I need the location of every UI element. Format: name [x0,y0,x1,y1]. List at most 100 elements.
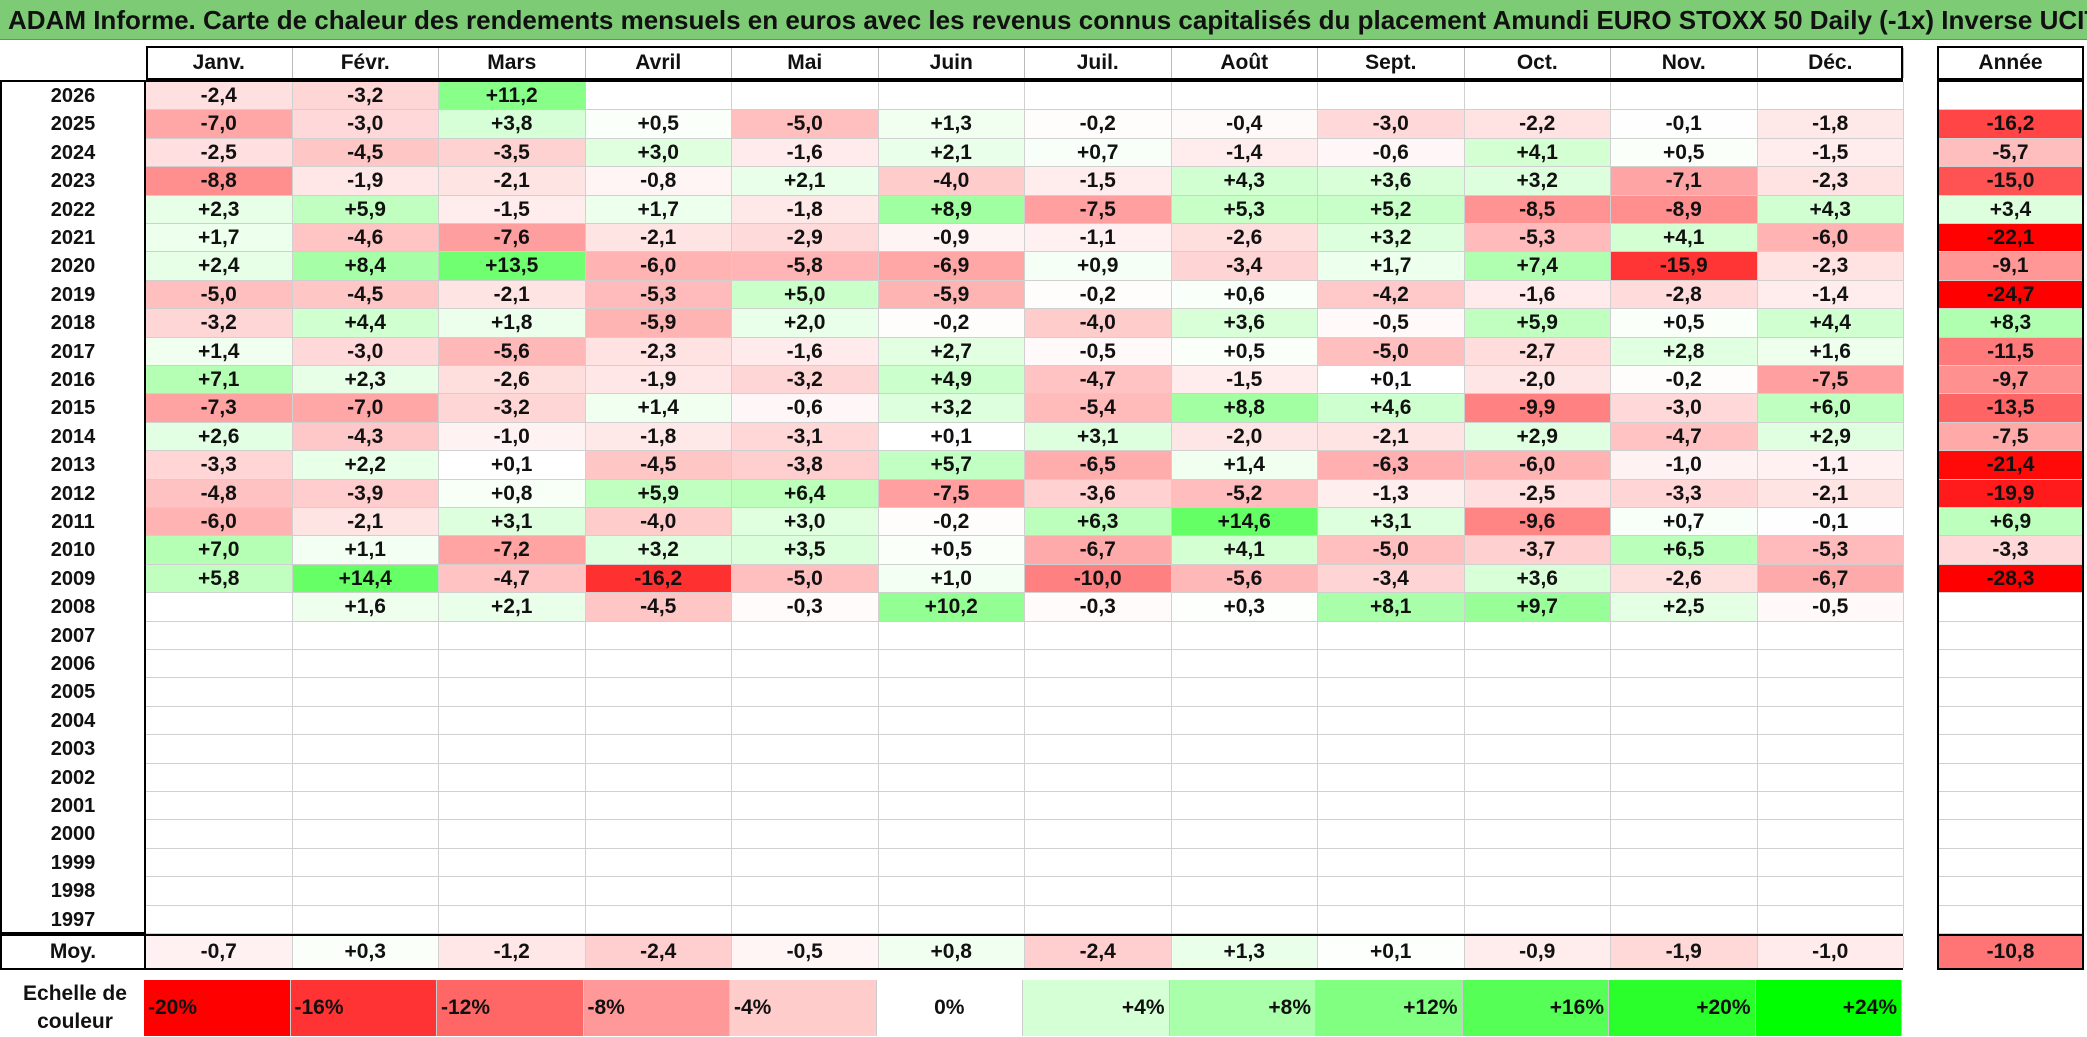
heatmap-cell: +0,1 [1318,366,1465,395]
heatmap-cell [1318,82,1465,111]
year-label: 2009 [50,567,96,590]
heatmap-cell: +7,1 [146,366,293,395]
heatmap-cell [732,877,879,906]
heatmap-cell: -5,2 [1171,479,1318,508]
heatmap-cell: -9,9 [1464,394,1611,423]
heatmap-cell [1318,621,1465,650]
color-scale-swatch: +12% [1316,980,1463,1036]
annual-cell: -16,2 [1939,110,2082,139]
heatmap-cell: +5,0 [732,280,879,310]
heatmap-cell [292,706,439,736]
year-label: 1999 [50,851,96,874]
heatmap-cell: -2,4 [146,82,293,111]
heatmap-cell: -1,5 [1171,366,1318,395]
heatmap-cell: +1,0 [878,564,1025,594]
average-cell: +0,8 [878,936,1025,968]
heatmap-cell: +3,2 [1318,224,1465,253]
heatmap-cell: -2,6 [439,366,586,395]
heatmap-cell: +2,7 [878,337,1025,366]
heatmap-cell: -2,0 [1171,422,1318,452]
heatmap-cell: -1,0 [439,422,586,452]
heatmap-cell [1757,820,1904,849]
heatmap-cell [146,593,293,622]
heatmap-cell [1171,792,1318,821]
heatmap-cell: +0,7 [1025,138,1172,168]
heatmap-cell [1025,678,1172,707]
heatmap-cell: -5,3 [1757,536,1904,565]
heatmap-cell: -1,3 [1318,479,1465,508]
heatmap-cell [146,820,293,849]
annual-cell: -24,7 [1939,280,2082,310]
heatmap-cell: -3,1 [732,422,879,452]
heatmap-cell: -4,5 [585,593,732,622]
heatmap-cell: +3,2 [878,394,1025,423]
heatmap-cell: -6,0 [585,252,732,281]
year-label: 2015 [50,397,96,420]
annual-cell: -13,5 [1939,394,2082,423]
heatmap-cell [1318,763,1465,792]
annual-cell: -28,3 [1939,564,2082,594]
heatmap-cell: +7,4 [1464,252,1611,281]
heatmap-cell [1025,820,1172,849]
heatmap-cell: +2,6 [146,422,293,452]
heatmap-cell [1757,735,1904,764]
heatmap-cell: -0,2 [1025,110,1172,139]
heatmap-cell [1464,763,1611,792]
year-label: 2008 [50,596,96,619]
heatmap-cell: +4,1 [1171,536,1318,565]
heatmap-cell: -2,7 [1464,337,1611,366]
color-scale-swatch: -16% [290,980,437,1036]
heatmap-cell [1171,678,1318,707]
heatmap-cell [1611,763,1758,792]
heatmap-cell [1757,82,1904,111]
heatmap-cell: +1,8 [439,309,586,338]
heatmap-cell: +8,8 [1171,394,1318,423]
year-label: 2006 [50,653,96,675]
heatmap-cell [1611,735,1758,764]
heatmap-cell [146,763,293,792]
heatmap-cell: +4,3 [1171,167,1318,196]
heatmap-grid: 2026 -2,4 -3,2 +11,2 2025 -7,0 -3,0 +3,8 +0,5 -5,… [0,80,1904,934]
heatmap-cell: -5,0 [146,280,293,310]
annual-cell [1939,792,2082,821]
heatmap-cell: +0,5 [585,110,732,139]
heatmap-cell [732,621,879,650]
heatmap-cell: +10,2 [878,593,1025,622]
heatmap-cell: -5,3 [585,280,732,310]
annual-cell [1939,877,2082,906]
heatmap-cell: +0,5 [878,536,1025,565]
heatmap-cell: -3,3 [1611,479,1758,508]
heatmap-cell: -3,0 [1318,110,1465,139]
heatmap-cell [1464,82,1611,111]
heatmap-cell [732,848,879,878]
annual-cell: -15,0 [1939,167,2082,196]
heatmap-cell [292,678,439,707]
heatmap-cell: -4,0 [585,508,732,537]
heatmap-cell: -2,5 [1464,479,1611,508]
heatmap-cell [585,735,732,764]
heatmap-cell: -3,9 [292,479,439,508]
heatmap-cell [146,792,293,821]
year-label: 2010 [50,539,96,562]
annual-average: -10,8 [1937,934,2084,970]
heatmap-cell: +6,3 [1025,508,1172,537]
heatmap-cell [146,706,293,736]
heatmap-cell: -3,5 [439,138,586,168]
heatmap-cell: -6,0 [1464,451,1611,480]
color-scale-swatch: +16% [1462,980,1609,1036]
heatmap-cell: -2,3 [1757,252,1904,281]
heatmap-cell [1025,877,1172,906]
heatmap-cell [292,621,439,650]
heatmap-cell: -4,5 [292,280,439,310]
heatmap-cell: +8,4 [292,252,439,281]
heatmap-cell: -3,0 [292,110,439,139]
average-cell: +1,3 [1171,936,1318,968]
heatmap-cell [1464,706,1611,736]
heatmap-cell: +6,5 [1611,536,1758,565]
heatmap-cell: -1,8 [732,195,879,224]
heatmap-cell [1025,82,1172,111]
heatmap-cell: +0,3 [1171,593,1318,622]
annual-cell [1939,820,2082,849]
heatmap-cell: -3,6 [1025,479,1172,508]
year-label: 2019 [50,283,96,306]
